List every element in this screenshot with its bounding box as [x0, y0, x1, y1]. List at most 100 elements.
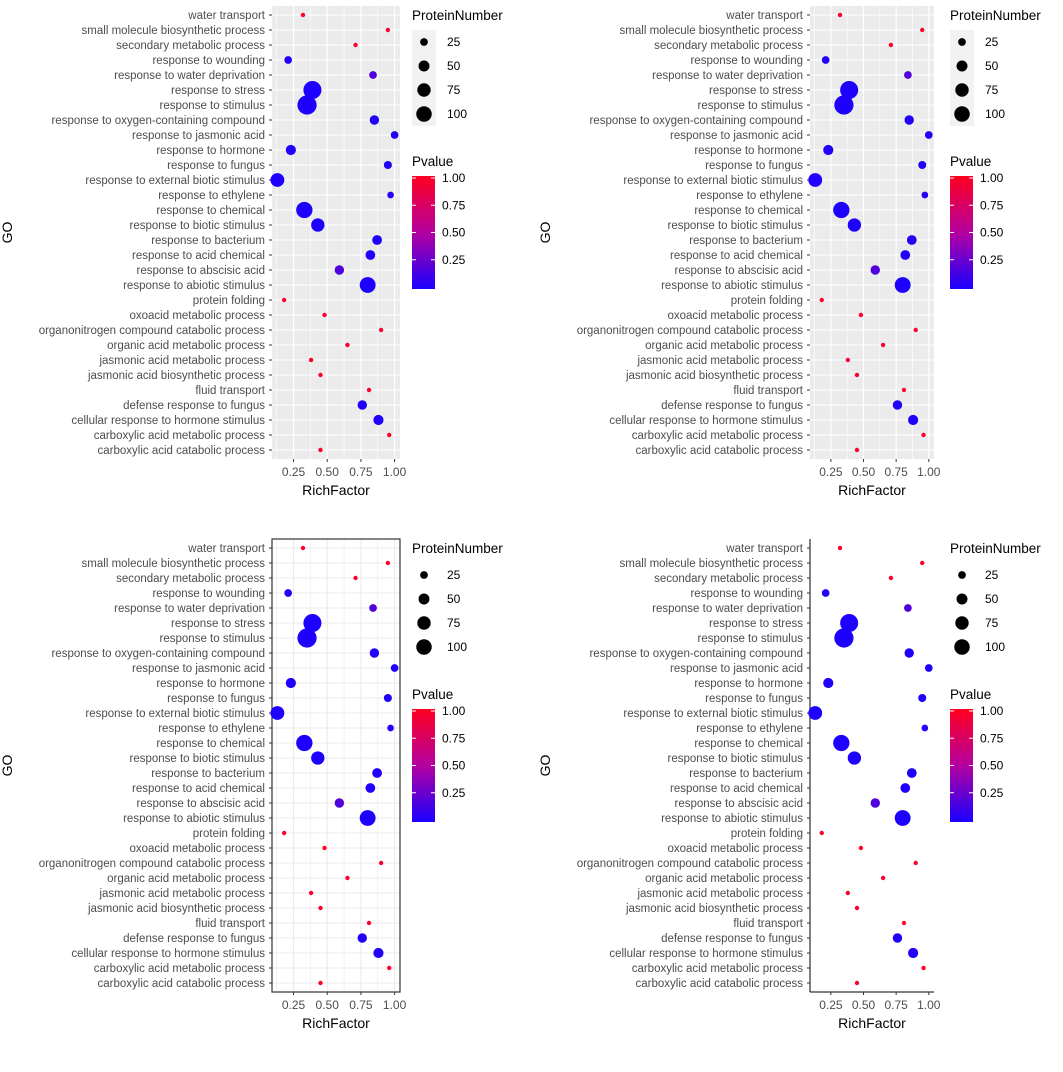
data-point	[921, 965, 926, 971]
data-point	[369, 115, 380, 125]
data-point	[334, 798, 345, 808]
y-tick-label: response to fungus	[167, 693, 265, 705]
y-tick-label: water transport	[187, 543, 266, 555]
y-tick-label: response to biotic stimulus	[129, 753, 265, 765]
y-tick-label: jasmonic acid metabolic process	[98, 355, 265, 367]
size-legend-label: 75	[985, 616, 999, 630]
y-tick-label: small molecule biosynthetic process	[620, 558, 804, 570]
y-tick-label: response to wounding	[690, 55, 803, 67]
size-legend-title: ProteinNumber	[412, 8, 503, 23]
size-legend-key	[958, 571, 966, 579]
data-point	[854, 447, 860, 453]
data-point	[834, 95, 854, 115]
data-point	[854, 905, 860, 911]
data-point	[821, 56, 830, 64]
data-point	[366, 920, 372, 926]
data-point	[906, 768, 917, 778]
data-point	[901, 920, 907, 926]
x-tick-label: 0.50	[852, 465, 876, 479]
data-point	[378, 327, 384, 333]
data-point	[918, 160, 927, 170]
x-axis-title: RichFactor	[302, 482, 370, 498]
data-point	[823, 144, 834, 156]
size-legend-label: 100	[985, 640, 1005, 654]
size-legend-key	[954, 639, 970, 655]
x-axis-title: RichFactor	[838, 482, 906, 498]
data-point	[303, 80, 322, 100]
y-tick-label: response to stimulus	[160, 633, 266, 645]
y-tick-label: protein folding	[193, 295, 265, 307]
y-tick-label: response to abiotic stimulus	[123, 813, 265, 825]
data-point	[369, 71, 377, 79]
size-legend-key	[417, 616, 431, 630]
y-tick-label: jasmonic acid biosynthetic process	[625, 903, 803, 915]
x-tick-label: 0.75	[884, 998, 908, 1012]
data-point	[345, 875, 350, 881]
y-tick-label: organic acid metabolic process	[107, 340, 265, 352]
y-tick-label: secondary metabolic process	[654, 573, 803, 585]
y-tick-label: fluid transport	[733, 918, 803, 930]
y-tick-label: response to stress	[171, 85, 265, 97]
data-point	[373, 414, 384, 426]
y-tick-label: response to oxygen-containing compound	[589, 648, 803, 660]
data-point	[318, 447, 323, 453]
y-tick-label: organic acid metabolic process	[107, 873, 265, 885]
size-legend-label: 100	[985, 107, 1005, 121]
data-point	[892, 933, 903, 943]
y-tick-label: response to wounding	[152, 588, 265, 600]
color-legend-label: 0.75	[442, 198, 466, 212]
x-tick-label: 0.25	[819, 998, 843, 1012]
y-tick-label: jasmonic acid metabolic process	[636, 888, 803, 900]
y-tick-label: protein folding	[731, 295, 803, 307]
plot-background	[810, 539, 934, 992]
data-point	[318, 980, 323, 986]
y-tick-label: small molecule biosynthetic process	[82, 25, 266, 37]
color-legend-label: 1.00	[980, 171, 1004, 185]
x-tick-label: 0.50	[316, 998, 340, 1012]
x-tick-label: 0.25	[282, 998, 306, 1012]
data-point	[870, 265, 880, 275]
size-legend-label: 50	[447, 59, 461, 73]
y-tick-label: jasmonic acid metabolic process	[98, 888, 265, 900]
data-point	[357, 933, 367, 943]
data-point	[311, 218, 325, 232]
data-point	[357, 400, 367, 410]
y-tick-label: protein folding	[731, 828, 803, 840]
color-legend-label: 1.00	[442, 171, 466, 185]
y-tick-label: secondary metabolic process	[116, 40, 265, 52]
y-tick-label: carboxylic acid catabolic process	[98, 445, 266, 457]
data-point	[847, 751, 862, 765]
size-legend-label: 50	[447, 592, 461, 606]
data-point	[390, 131, 399, 139]
size-legend-title: ProteinNumber	[412, 541, 503, 556]
y-tick-label: carboxylic acid metabolic process	[632, 963, 804, 975]
color-legend-label: 0.25	[442, 786, 466, 800]
y-tick-label: cellular response to hormone stimulus	[609, 415, 803, 427]
y-tick-label: response to bacterium	[689, 768, 803, 780]
data-point	[365, 250, 376, 260]
y-tick-label: response to water deprivation	[114, 70, 265, 82]
color-legend-label: 0.25	[442, 253, 466, 267]
data-point	[270, 706, 285, 720]
plot-background	[810, 6, 934, 459]
y-tick-label: response to abiotic stimulus	[661, 813, 803, 825]
data-point	[892, 400, 903, 410]
data-point	[900, 250, 911, 260]
color-legend-label: 0.50	[980, 226, 1004, 240]
y-tick-label: carboxylic acid catabolic process	[98, 978, 266, 990]
data-point	[322, 312, 327, 318]
data-point	[383, 160, 392, 170]
y-tick-label: carboxylic acid metabolic process	[632, 430, 804, 442]
data-point	[894, 810, 911, 826]
size-legend-label: 100	[447, 107, 467, 121]
size-legend-key	[416, 106, 432, 122]
size-legend-label: 25	[985, 35, 999, 49]
y-tick-label: response to external biotic stimulus	[623, 175, 803, 187]
data-point	[880, 342, 886, 348]
y-tick-label: oxoacid metabolic process	[129, 310, 265, 322]
data-point	[854, 980, 860, 986]
size-legend-label: 25	[447, 568, 461, 582]
data-point	[353, 42, 358, 48]
y-tick-label: protein folding	[193, 828, 265, 840]
data-point	[281, 830, 287, 836]
